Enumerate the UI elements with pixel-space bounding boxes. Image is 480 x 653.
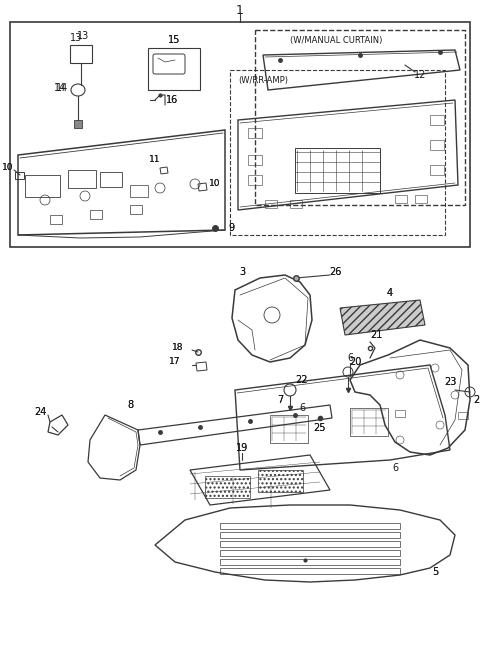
Bar: [248, 128, 262, 138]
Text: 23: 23: [444, 377, 456, 387]
Text: 20: 20: [349, 357, 361, 367]
Text: 16: 16: [166, 95, 178, 105]
Bar: [148, 48, 200, 90]
Text: 6: 6: [299, 403, 305, 413]
Bar: [50, 215, 62, 224]
Text: 13: 13: [70, 33, 82, 43]
Text: 22: 22: [296, 375, 308, 385]
Bar: [430, 140, 444, 150]
Text: 3: 3: [239, 267, 245, 277]
Bar: [70, 45, 92, 63]
Text: 9: 9: [228, 223, 234, 233]
Text: 5: 5: [432, 567, 438, 577]
Bar: [430, 115, 444, 125]
Text: 16: 16: [166, 95, 178, 105]
Bar: [68, 170, 96, 188]
Bar: [290, 200, 302, 208]
Text: 19: 19: [236, 443, 248, 453]
Bar: [130, 185, 148, 197]
Bar: [100, 172, 122, 187]
Bar: [205, 476, 250, 498]
Text: 26: 26: [329, 267, 341, 277]
Text: 8: 8: [127, 400, 133, 410]
Text: 18: 18: [172, 343, 184, 353]
Text: 11: 11: [149, 155, 161, 165]
Text: 26: 26: [329, 267, 341, 277]
Text: 2: 2: [473, 395, 479, 405]
Text: 6: 6: [392, 463, 398, 473]
Text: 14: 14: [54, 83, 66, 93]
Text: 24: 24: [34, 407, 46, 417]
Text: 17: 17: [169, 357, 181, 366]
Bar: [350, 408, 388, 436]
Bar: [10, 22, 470, 247]
Bar: [430, 165, 444, 175]
Bar: [248, 175, 262, 185]
Text: 25: 25: [314, 423, 326, 433]
Polygon shape: [340, 300, 425, 335]
Text: 15: 15: [168, 35, 180, 45]
Text: 3: 3: [239, 267, 245, 277]
Bar: [130, 205, 142, 214]
Bar: [90, 210, 102, 219]
Text: 19: 19: [236, 443, 248, 453]
Text: 8: 8: [127, 400, 133, 410]
Text: (W/MANUAL CURTAIN): (W/MANUAL CURTAIN): [290, 35, 383, 44]
Bar: [458, 412, 468, 419]
Text: 4: 4: [387, 288, 393, 298]
Text: 25: 25: [314, 423, 326, 433]
Text: 7: 7: [277, 395, 283, 405]
Bar: [395, 195, 407, 203]
Text: 21: 21: [370, 330, 382, 340]
Text: 14: 14: [56, 83, 68, 93]
Text: 6: 6: [347, 353, 353, 363]
Text: 10: 10: [209, 178, 221, 187]
Bar: [395, 410, 405, 417]
Text: 23: 23: [444, 377, 456, 387]
Polygon shape: [74, 120, 82, 128]
Text: 21: 21: [370, 330, 382, 340]
Text: 2: 2: [473, 395, 479, 405]
Text: 13: 13: [77, 31, 89, 41]
Bar: [258, 470, 303, 492]
Bar: [25, 175, 60, 197]
Text: 20: 20: [349, 357, 361, 367]
Bar: [295, 148, 380, 193]
Bar: [270, 415, 308, 443]
Text: 15: 15: [168, 35, 180, 45]
Text: 9: 9: [228, 223, 234, 233]
Text: 1: 1: [236, 3, 244, 16]
Bar: [248, 155, 262, 165]
Text: 22: 22: [296, 375, 308, 385]
Text: 24: 24: [34, 407, 46, 417]
Text: 7: 7: [277, 395, 283, 405]
Text: 10: 10: [209, 178, 221, 187]
Bar: [265, 200, 277, 208]
Bar: [230, 70, 445, 235]
Bar: [415, 195, 427, 203]
Text: 17: 17: [169, 357, 181, 366]
Text: 10: 10: [2, 163, 14, 172]
Text: 10: 10: [2, 163, 14, 172]
Text: 4: 4: [387, 288, 393, 298]
Text: 5: 5: [432, 567, 438, 577]
Text: (W/RR-AMP): (W/RR-AMP): [238, 76, 288, 84]
Text: 12: 12: [414, 70, 426, 80]
Bar: [255, 30, 465, 205]
Text: 11: 11: [149, 155, 161, 165]
Text: 18: 18: [172, 343, 184, 353]
